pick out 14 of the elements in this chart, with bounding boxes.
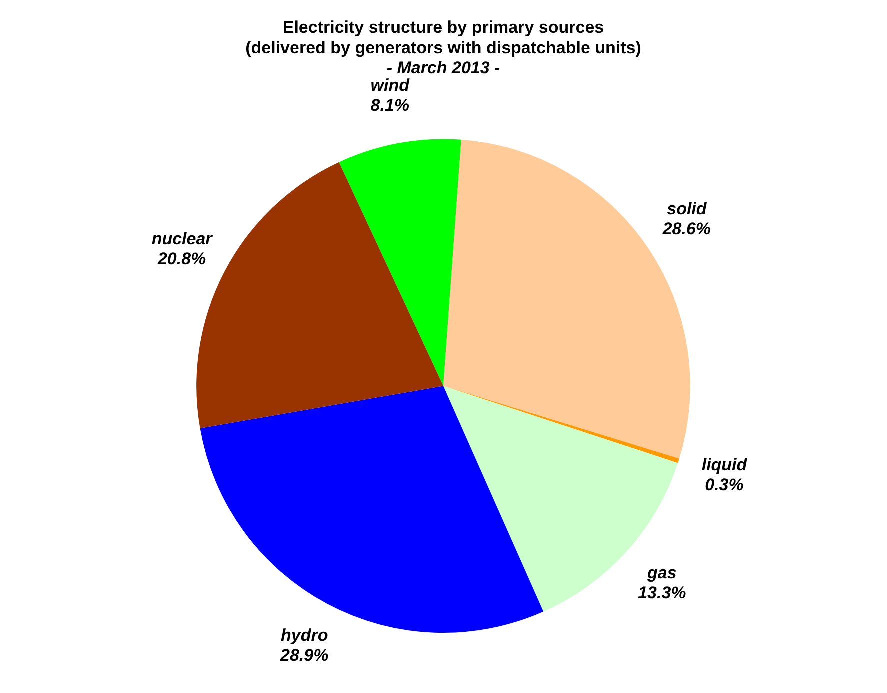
data-label: 8.1% [370,96,410,115]
chart-title: Electricity structure by primary sources (delivered by generators with dispatchable units) [246,18,642,58]
data-label: 28.6% [662,219,712,238]
data-label: 0.3% [705,475,744,494]
data-label: 13.3% [638,584,686,603]
slice-label: liquid [702,455,748,474]
slice-label: solid [667,199,708,218]
data-label: 28.9% [279,646,329,665]
chart-subtitle: - March 2013 - [386,58,501,78]
slice-label: gas [646,564,677,583]
slice-label: wind [370,76,410,95]
slice-label: hydro [280,626,328,645]
data-label: 20.8% [156,249,206,268]
slice-label: nuclear [152,229,214,248]
